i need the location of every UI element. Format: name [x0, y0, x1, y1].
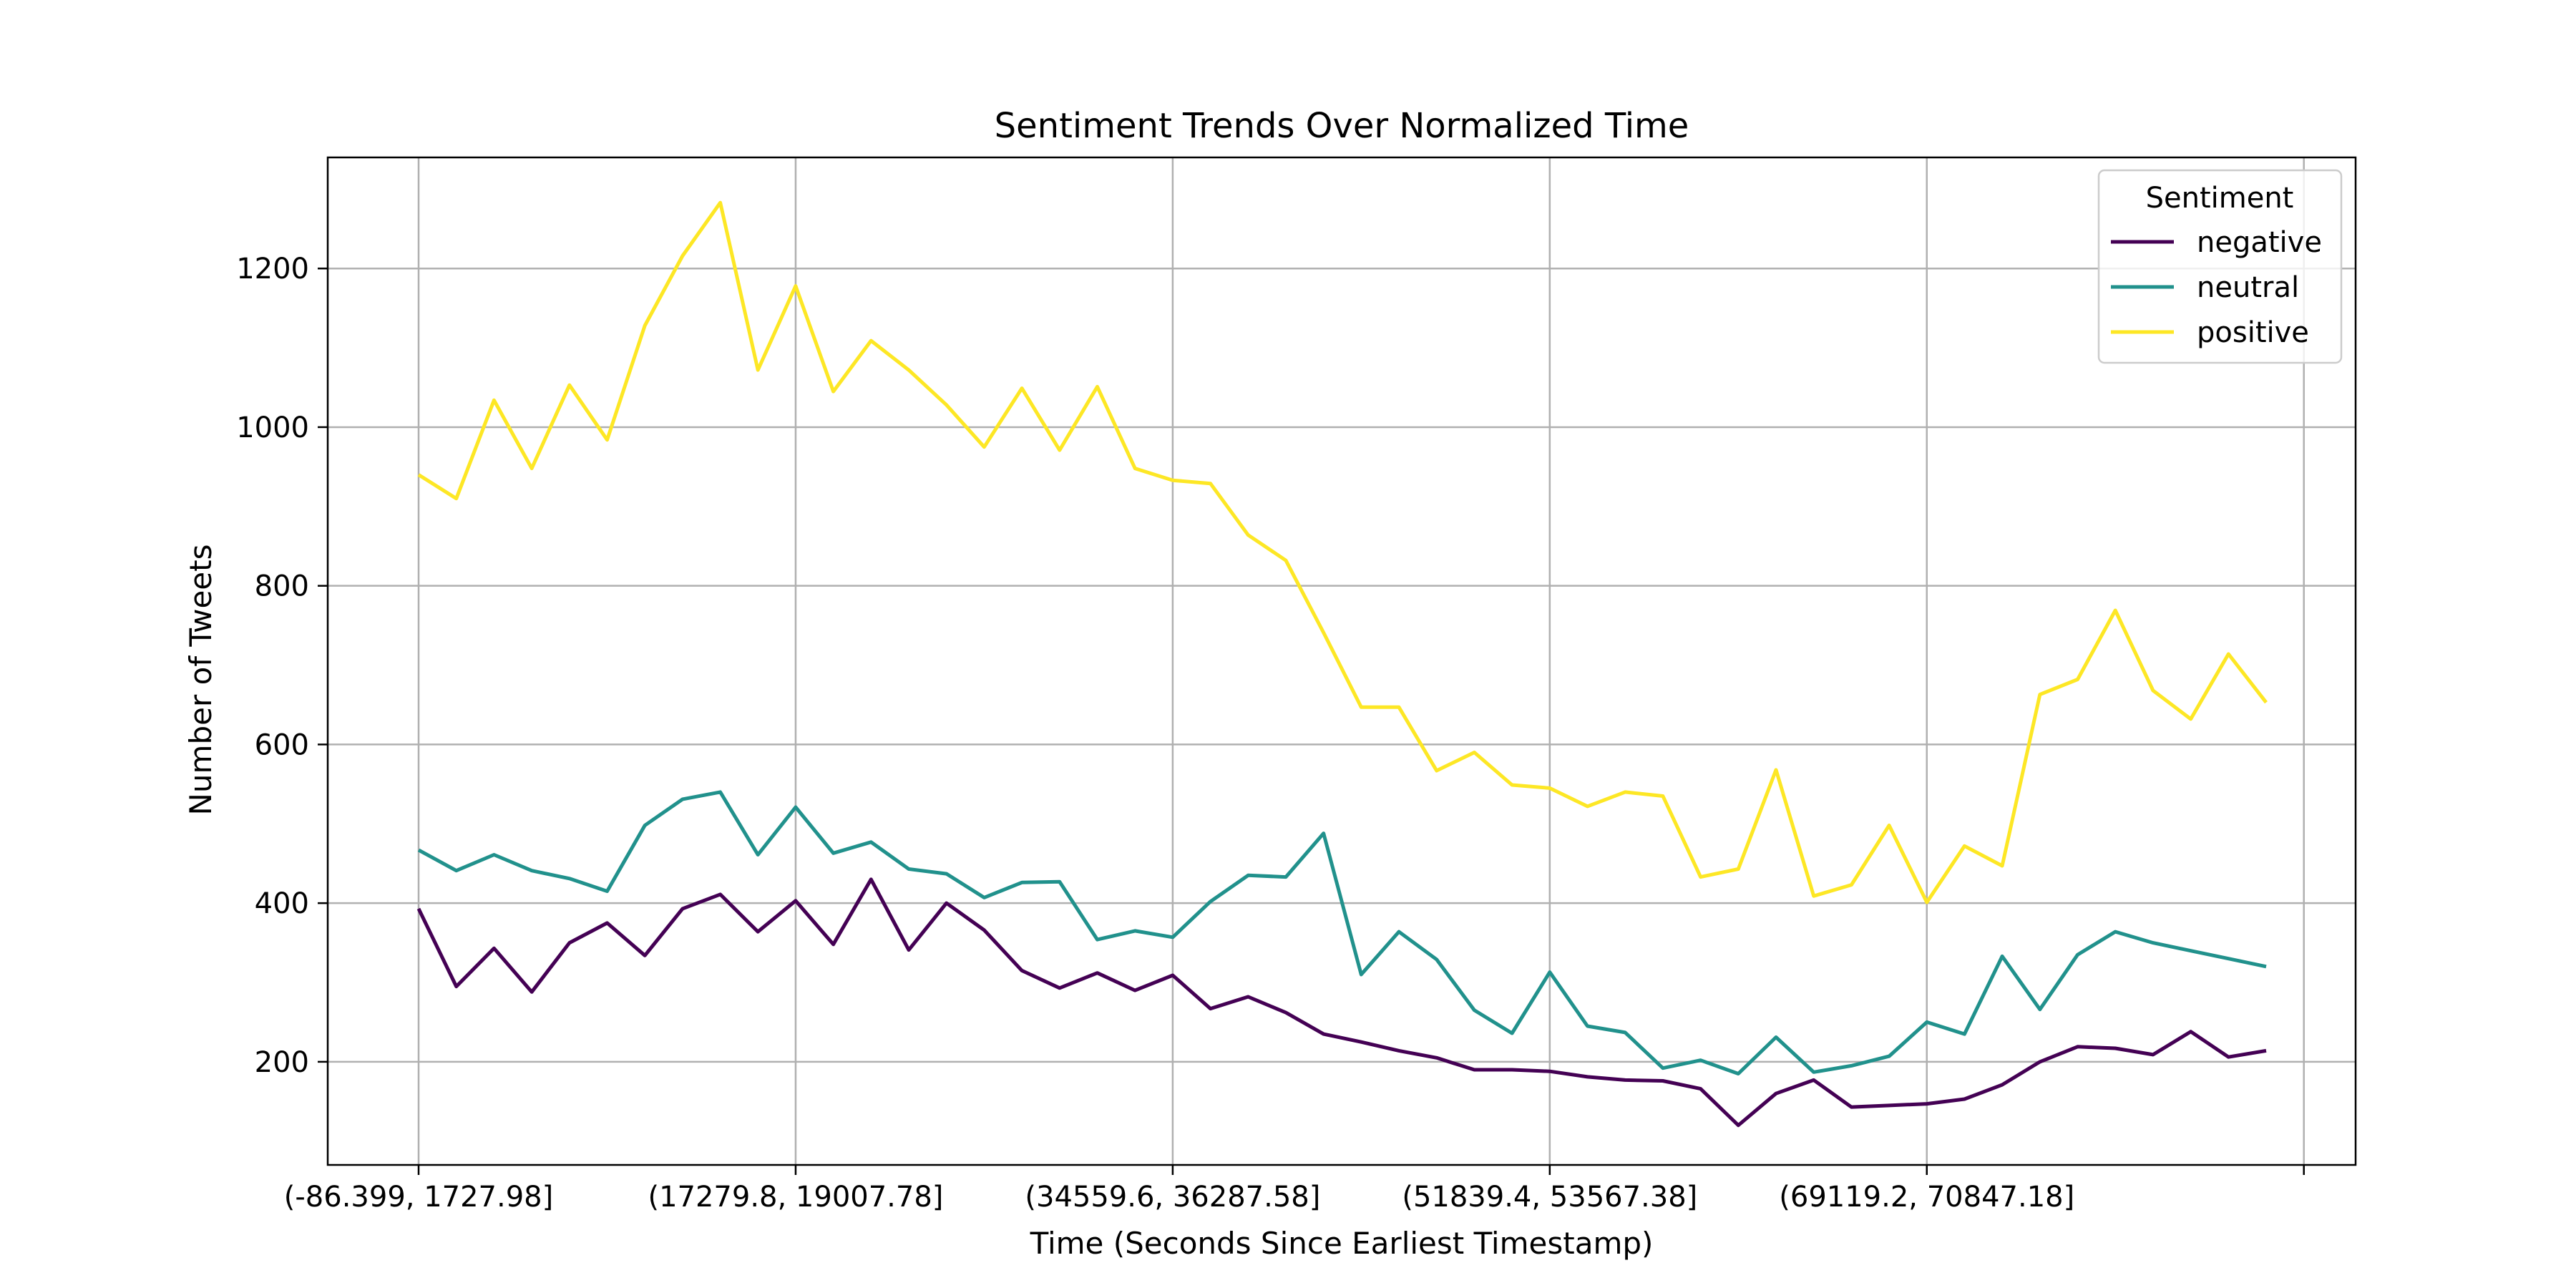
y-tick-label: 1000: [236, 411, 309, 444]
series-line-negative: [416, 877, 2267, 1128]
x-tick-label: (17279.8, 19007.78]: [648, 1181, 943, 1214]
legend-box: [2097, 169, 2343, 364]
plot-frame: [326, 156, 2357, 1166]
x-tick-label: (51839.4, 53567.38]: [1402, 1181, 1697, 1214]
legend: Sentiment negative neutral positive: [2097, 169, 2343, 364]
legend-entries: negative neutral positive: [2111, 226, 2322, 349]
chart-title: Sentiment Trends Over Normalized Time: [995, 106, 1689, 146]
x-tick-label: (34559.6, 36287.58]: [1025, 1181, 1320, 1214]
series-line-neutral: [417, 790, 2267, 1075]
y-axis-label: Number of Tweets: [183, 545, 218, 816]
y-tick-label: 600: [255, 728, 309, 761]
y-tick-label: 800: [255, 570, 309, 603]
y-tick-label: 1200: [236, 253, 309, 286]
series-line-positive: [417, 200, 2268, 904]
y-tick-label: 400: [255, 887, 309, 920]
legend-title: Sentiment: [2146, 182, 2294, 215]
y-tick-label: 200: [255, 1046, 309, 1079]
x-tick-label: (-86.399, 1727.98]: [284, 1181, 553, 1214]
legend-label-neutral: neutral: [2197, 271, 2299, 304]
x-tick-label: (69119.2, 70847.18]: [1779, 1181, 2074, 1214]
legend-label-negative: negative: [2197, 226, 2322, 259]
series-layer: [416, 200, 2268, 1128]
x-axis-label: Time (Seconds Since Earliest Timestamp): [1030, 1226, 1654, 1261]
tick-layer: 200 400 600 800 1000 1200 (-86.399, 1727.98] (1…: [236, 253, 2305, 1214]
legend-label-positive: positive: [2197, 316, 2309, 349]
